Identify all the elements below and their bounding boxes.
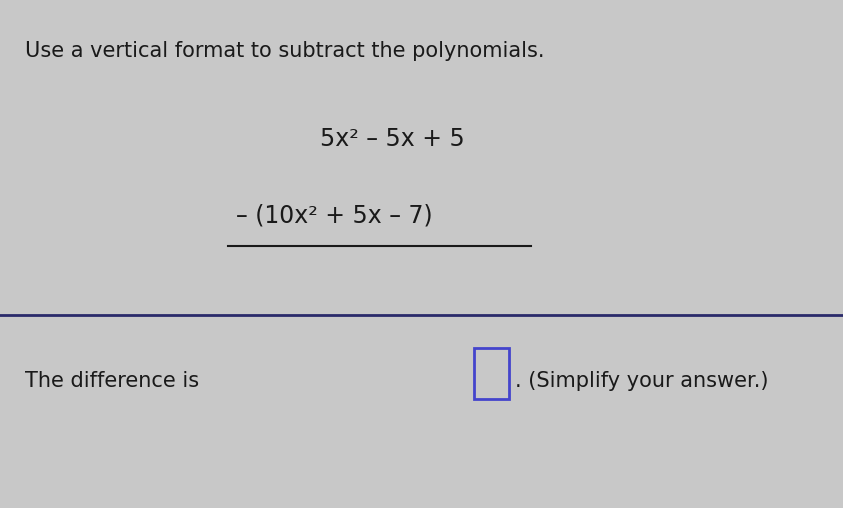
- FancyBboxPatch shape: [474, 348, 509, 399]
- Text: 5x² – 5x + 5: 5x² – 5x + 5: [320, 127, 465, 151]
- Text: – (10x² + 5x – 7): – (10x² + 5x – 7): [236, 203, 432, 227]
- Text: . (Simplify your answer.): . (Simplify your answer.): [515, 371, 769, 391]
- Text: The difference is: The difference is: [25, 371, 200, 391]
- Text: Use a vertical format to subtract the polynomials.: Use a vertical format to subtract the po…: [25, 41, 545, 60]
